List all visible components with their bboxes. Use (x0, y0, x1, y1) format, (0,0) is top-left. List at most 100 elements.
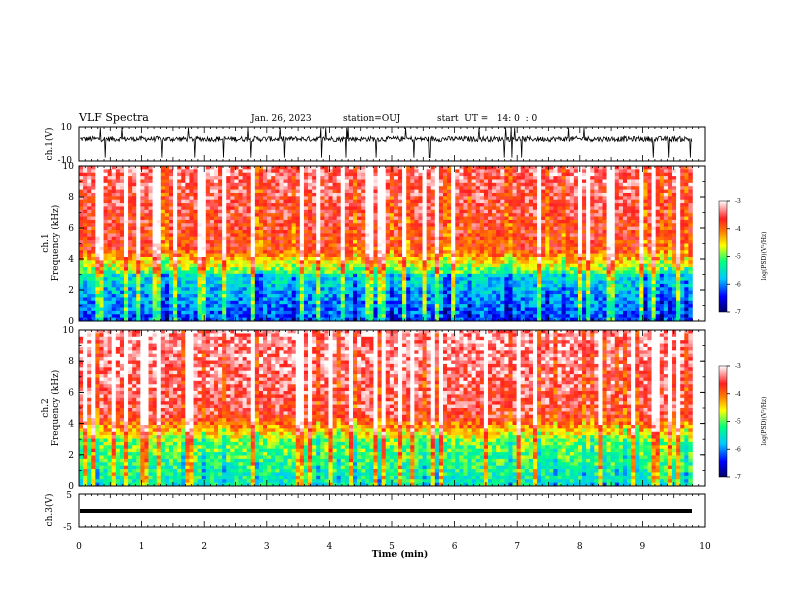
spectrogram-cell (520, 203, 526, 207)
spectrogram-cell (500, 236, 505, 241)
spectrogram-cell (438, 277, 444, 281)
spectrogram-cell (136, 290, 141, 295)
spectrogram-cell (340, 250, 346, 254)
spectrogram-cell (91, 250, 96, 254)
spectrogram-cell (516, 270, 522, 275)
spectrogram-cell (107, 182, 113, 187)
spectrogram-cell (181, 246, 186, 251)
spectrogram-cell (385, 233, 391, 238)
spectrogram-cell (283, 314, 288, 318)
spectrogram-cell (344, 233, 350, 238)
spectrogram-cell (177, 196, 182, 200)
spectrogram-cell (455, 300, 460, 305)
spectrogram-cell (201, 209, 207, 214)
spectrogram-cell (271, 240, 276, 244)
spectrogram-cell (213, 226, 219, 231)
spectrogram-cell (222, 209, 227, 214)
spectrogram-cell (496, 196, 501, 200)
spectrogram-cell (258, 243, 264, 248)
spectrogram-cell (402, 307, 407, 312)
spectrogram-cell (213, 304, 219, 308)
spectrogram-cell (451, 250, 456, 254)
spectrogram-cell (209, 216, 215, 221)
spectrogram-cell (336, 280, 342, 285)
spectrogram-cell (385, 290, 391, 295)
spectrogram-cell (303, 236, 309, 241)
spectrogram-cell (463, 223, 468, 227)
spectrogram-cell (414, 260, 419, 265)
spectrogram-cell (111, 240, 117, 244)
spectrogram-cell (467, 243, 472, 248)
spectrogram-cell (357, 300, 362, 305)
spectrogram-cell (512, 192, 517, 197)
spectrogram-cell (328, 287, 333, 291)
spectrogram-cell (140, 294, 145, 298)
spectrogram-cell (451, 209, 456, 214)
spectrogram-cell (508, 206, 513, 211)
spectrogram-cell (377, 182, 382, 187)
spectrogram-cell (242, 169, 247, 174)
spectrogram-cell (303, 253, 309, 258)
spectrogram-cell (308, 209, 313, 214)
spectrogram-cell (451, 219, 456, 224)
spectrogram-cell (426, 304, 432, 308)
spectrogram-cell (373, 196, 378, 200)
spectrogram-cell (418, 270, 423, 275)
spectrogram-cell (471, 209, 477, 214)
spectrogram-cell (107, 169, 113, 174)
spectrogram-cell (443, 304, 448, 308)
station-label: station=OUJ (343, 114, 401, 124)
spectrogram-cell (111, 186, 117, 190)
spectrogram-cell (250, 253, 256, 258)
spectrogram-cell (238, 290, 243, 295)
spectrogram-cell (267, 277, 272, 281)
spectrogram-cell (164, 267, 170, 271)
spectrogram-cell (402, 169, 407, 174)
spectrogram-cell (377, 297, 382, 302)
spectrogram-cell (287, 317, 292, 322)
spectrogram-cell (242, 253, 247, 258)
spectrogram-cell (324, 294, 329, 298)
spectrogram-cell (275, 189, 280, 194)
spectrogram-cell (173, 253, 178, 258)
spectrogram-cell (385, 263, 391, 268)
spectrogram-cell (373, 307, 378, 312)
spectrogram-cell (459, 196, 464, 200)
spectrogram-cell (303, 260, 309, 265)
spectrogram-cell (107, 226, 113, 231)
spectrogram-cell (430, 317, 436, 322)
spectrogram-cell (324, 260, 329, 265)
spectrogram-cell (160, 283, 166, 288)
spectrogram-cell (160, 226, 166, 231)
spectrogram-cell (111, 297, 117, 302)
spectrogram-cell (500, 196, 505, 200)
spectrogram-cell (410, 169, 415, 174)
spectrogram-cell (443, 310, 448, 315)
spectrogram-cell (500, 219, 505, 224)
spectrogram-cell (197, 213, 202, 217)
spectrogram-cell (467, 310, 472, 315)
spectrogram-cell (107, 287, 113, 291)
spectrogram-cell (467, 300, 472, 305)
spectrogram-cell (132, 280, 137, 285)
spectrogram-cell (234, 166, 239, 170)
spectrogram-cell (426, 317, 432, 322)
spectrogram-cell (201, 263, 207, 268)
spectrogram-cell (222, 290, 227, 295)
spectrogram-cell (156, 256, 162, 261)
spectrogram-cell (79, 240, 84, 244)
spectrogram-cell (193, 300, 198, 305)
spectrogram-cell (422, 253, 427, 258)
spectrogram-cell (250, 182, 256, 187)
spectrogram-cell (283, 186, 288, 190)
spectrogram-cell (451, 203, 456, 207)
spectrogram-cell (443, 206, 448, 211)
spectrogram-cell (324, 287, 329, 291)
spectrogram-cell (103, 304, 108, 308)
spectrogram-cell (123, 273, 129, 278)
spectrogram-cell (152, 310, 158, 315)
spectrogram-cell (168, 283, 174, 288)
spectrogram-cell (238, 179, 243, 184)
spectrogram-cell (173, 223, 178, 227)
spectrogram-cell (205, 283, 211, 288)
